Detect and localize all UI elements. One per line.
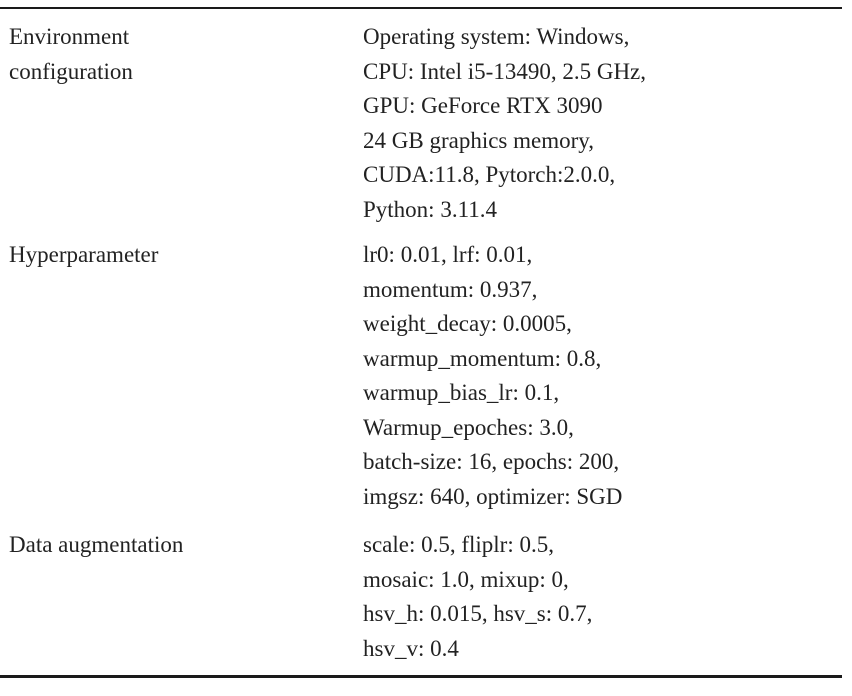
row-values: scale: 0.5, fliplr: 0.5, mosaic: 1.0, mi… [363,528,833,666]
table-row-hyperparameter: Hyperparameter lr0: 0.01, lrf: 0.01, mom… [0,238,842,528]
row-values: lr0: 0.01, lrf: 0.01, momentum: 0.937, w… [363,238,833,514]
row-label: Environment configuration [9,20,339,89]
row-values: Operating system: Windows, CPU: Intel i5… [363,20,833,227]
row-label: Hyperparameter [9,238,339,273]
table-bottom-rule [0,675,842,678]
row-label-line: Data augmentation [9,532,184,557]
row-value-line: hsv_h: 0.015, hsv_s: 0.7, [363,601,593,626]
table-row-environment: Environment configuration Operating syst… [0,20,842,238]
row-value-line: CUDA:11.8, Pytorch:2.0.0, [363,162,616,187]
row-value-line: mosaic: 1.0, mixup: 0, [363,566,569,592]
row-label-line: Environment [9,24,130,49]
row-value-line: scale: 0.5, fliplr: 0.5, [363,532,554,557]
row-value-line: lr0: 0.01, lrf: 0.01, [363,242,533,267]
row-value-line: batch-size: 16, epochs: 200, [363,449,620,474]
row-value-line: Operating system: Windows, [363,24,630,49]
table-top-rule [0,7,842,9]
row-value-line: warmup_bias_lr: 0.1, [363,380,560,405]
row-label-line: Hyperparameter [9,242,159,267]
row-label: Data augmentation [9,528,339,563]
row-value-line: GPU: GeForce RTX 3090 [363,93,603,118]
row-value-line: CPU: Intel i5-13490, 2.5 GHz, [363,58,647,84]
row-value-line: 24 GB graphics memory, [363,127,595,153]
row-value-line: Warmup_epoches: 3.0, [363,414,574,440]
config-table: Environment configuration Operating syst… [0,20,842,673]
row-value-line: Python: 3.11.4 [363,196,497,222]
table-row-data-augmentation: Data augmentation scale: 0.5, fliplr: 0.… [0,528,842,673]
row-label-line: configuration [9,58,133,84]
row-value-line: warmup_momentum: 0.8, [363,345,602,371]
row-value-line: weight_decay: 0.0005, [363,311,572,336]
row-value-line: imgsz: 640, optimizer: SGD [363,483,623,509]
row-value-line: momentum: 0.937, [363,276,538,302]
row-value-line: hsv_v: 0.4 [363,635,459,661]
